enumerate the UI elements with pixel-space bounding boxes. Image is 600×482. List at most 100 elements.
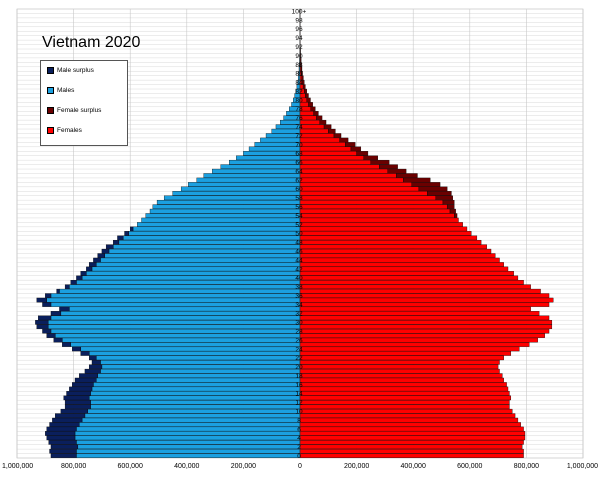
bar-males-age-65 (220, 164, 301, 169)
bar-females-age-57 (299, 199, 444, 205)
y-tick-label-age-18: 18 (295, 373, 303, 380)
y-tick-label-age-40: 40 (295, 275, 303, 282)
bar-male-surplus-age-38 (64, 284, 70, 290)
bar-males-age-27 (55, 333, 301, 338)
bar-female-surplus-age-57 (442, 199, 455, 205)
bar-male-surplus-age-19 (84, 368, 101, 374)
x-tick-label-8: 600,000 (457, 463, 482, 470)
bar-male-surplus-age-5 (45, 431, 76, 436)
bar-male-surplus-age-32 (50, 311, 62, 316)
bar-males-age-59 (172, 191, 301, 196)
bar-females-age-36 (299, 293, 550, 298)
bar-females-age-41 (299, 271, 514, 276)
bar-male-surplus-age-7 (49, 422, 80, 427)
bar-females-age-49 (299, 235, 478, 241)
bar-males-age-56 (152, 204, 301, 210)
x-tick-label-4: 200,000 (231, 463, 256, 470)
bar-female-surplus-age-80 (306, 97, 311, 103)
bar-males-age-31 (50, 315, 301, 321)
bar-females-age-18 (299, 373, 503, 378)
x-tick-label-1: 800,000 (61, 463, 86, 470)
bar-female-surplus-age-78 (310, 106, 316, 112)
bar-male-surplus-age-42 (86, 266, 93, 272)
y-tick-label-age-62: 62 (295, 177, 303, 184)
bar-females-age-8 (299, 417, 519, 423)
bar-female-surplus-age-70 (345, 142, 356, 147)
y-tick-label-age-72: 72 (295, 133, 303, 140)
bar-female-surplus-age-88 (300, 62, 302, 67)
y-tick-label-age-52: 52 (295, 222, 303, 229)
bar-males-age-67 (236, 155, 301, 161)
x-tick-label-3: 400,000 (174, 463, 199, 470)
bar-females-age-3 (299, 440, 524, 445)
bar-males-age-61 (188, 182, 301, 187)
bar-males-age-6 (76, 426, 301, 432)
bar-male-surplus-age-22 (88, 355, 97, 361)
y-tick-label-age-80: 80 (295, 97, 303, 104)
y-tick-label-age-14: 14 (295, 391, 303, 398)
bar-males-age-35 (46, 297, 301, 303)
bar-males-age-29 (47, 324, 301, 330)
legend-label-males: Males (57, 87, 75, 94)
bar-male-surplus-age-44 (93, 257, 101, 263)
y-tick-label-age-78: 78 (295, 106, 303, 113)
bar-females-age-72 (299, 133, 335, 138)
bar-male-surplus-age-40 (76, 275, 83, 281)
bar-males-age-42 (91, 266, 301, 272)
bar-male-surplus-age-33 (59, 306, 70, 312)
bar-male-surplus-age-41 (80, 271, 87, 276)
y-tick-label-age-10: 10 (295, 409, 303, 416)
bar-males-age-37 (59, 288, 301, 294)
bar-females-age-44 (299, 257, 500, 263)
bar-males-age-23 (88, 351, 301, 356)
bar-males-age-4 (74, 435, 301, 441)
y-tick-label-age-64: 64 (295, 168, 303, 175)
bar-males-age-3 (76, 440, 301, 445)
bar-male-surplus-age-8 (52, 417, 83, 423)
bar-males-age-62 (196, 177, 301, 183)
y-tick-label-age-44: 44 (295, 257, 303, 264)
bar-female-surplus-age-58 (435, 195, 453, 201)
bar-females-age-21 (299, 360, 500, 365)
bar-male-surplus-age-48 (113, 239, 120, 245)
y-tick-label-age-98: 98 (295, 17, 303, 24)
bar-females-age-20 (299, 364, 499, 370)
bar-males-age-9 (84, 413, 301, 418)
bar-male-surplus-age-43 (88, 262, 97, 267)
bar-female-surplus-age-56 (446, 204, 455, 210)
bar-males-age-38 (69, 284, 301, 290)
bar-males-age-25 (70, 342, 301, 347)
bar-males-age-15 (91, 386, 301, 392)
bar-female-surplus-age-73 (328, 128, 336, 134)
bar-males-age-43 (96, 262, 301, 267)
bar-male-surplus-age-16 (72, 382, 94, 387)
bar-males-age-16 (93, 382, 301, 387)
bar-male-surplus-age-50 (124, 231, 129, 236)
bar-females-age-4 (299, 435, 526, 441)
y-tick-label-age-36: 36 (295, 293, 303, 300)
bar-females-age-66 (299, 159, 371, 165)
bar-females-age-52 (299, 222, 463, 227)
bar-females-age-62 (299, 177, 404, 183)
y-tick-label-age-24: 24 (295, 346, 303, 353)
bar-females-age-46 (299, 248, 492, 254)
bar-females-age-38 (299, 284, 531, 290)
y-tick-label-age-4: 4 (297, 435, 301, 442)
bar-females-age-53 (299, 217, 459, 223)
y-tick-label-age-6: 6 (297, 426, 301, 433)
bar-males-age-1 (76, 448, 301, 454)
x-tick-label-9: 800,000 (514, 463, 539, 470)
bar-female-surplus-age-67 (363, 155, 378, 161)
bar-females-age-9 (299, 413, 516, 418)
legend-swatch-females (47, 127, 54, 134)
bar-females-age-2 (299, 444, 523, 450)
bar-females-age-51 (299, 226, 468, 232)
bar-females-age-48 (299, 239, 482, 245)
y-tick-label-age-46: 46 (295, 248, 303, 255)
bar-female-surplus-age-59 (427, 191, 452, 196)
legend-label-females: Females (57, 127, 82, 134)
bar-females-age-59 (299, 191, 428, 196)
bar-males-age-8 (81, 417, 301, 423)
y-tick-label-age-90: 90 (295, 53, 303, 60)
y-tick-label-age-22: 22 (295, 355, 303, 362)
